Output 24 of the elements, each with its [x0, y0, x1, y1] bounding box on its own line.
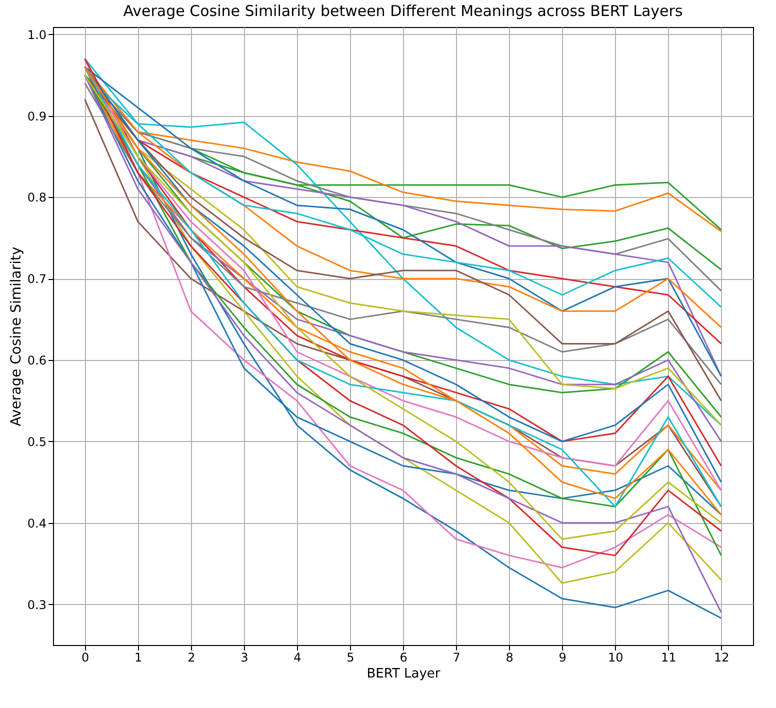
x-tick-label: 12: [714, 650, 730, 664]
x-tick-label: 6: [400, 650, 408, 664]
x-tick-label: 10: [608, 650, 624, 664]
y-tick-label: 1.0: [27, 28, 46, 42]
x-axis-title: BERT Layer: [366, 666, 441, 682]
x-tick-label: 2: [188, 650, 196, 664]
x-tick-label: 3: [240, 650, 248, 664]
x-tick-label: 0: [82, 650, 90, 664]
chart-title: Average Cosine Similarity between Different Meanings across BERT Layers: [123, 2, 683, 20]
y-tick-label: 0.4: [27, 516, 46, 530]
x-tick-label: 4: [294, 650, 302, 664]
y-axis-title: Average Cosine Similarity: [8, 246, 24, 426]
x-tick-label: 5: [346, 650, 354, 664]
x-tick-label: 8: [506, 650, 514, 664]
x-tick-label: 11: [661, 650, 676, 664]
y-tick-label: 0.8: [27, 190, 46, 205]
x-tick-label: 7: [452, 650, 460, 664]
x-tick-label: 9: [558, 650, 566, 664]
y-tick-label: 0.6: [27, 354, 46, 368]
y-tick-label: 0.3: [27, 598, 46, 612]
y-tick-label: 0.7: [27, 272, 46, 286]
y-tick-label: 0.5: [27, 434, 46, 449]
x-tick-label: 1: [134, 650, 142, 664]
y-tick-label: 0.9: [27, 109, 46, 124]
